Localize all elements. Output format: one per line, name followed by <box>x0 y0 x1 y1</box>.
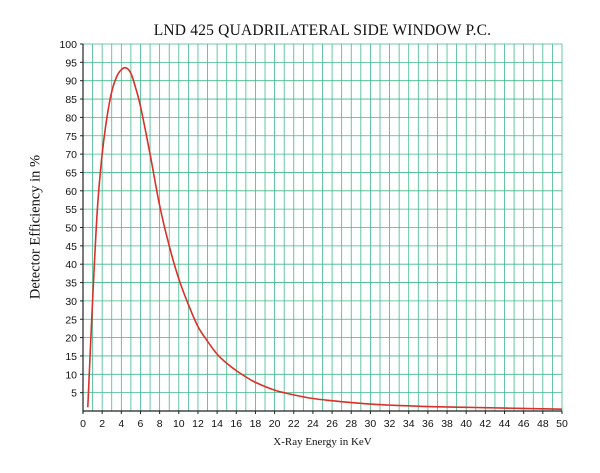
y-tick-label: 100 <box>59 39 77 51</box>
x-tick-label: 22 <box>288 418 300 430</box>
x-tick-label: 24 <box>307 418 319 430</box>
x-tick-label: 46 <box>518 418 530 430</box>
y-tick-label: 10 <box>65 369 77 381</box>
efficiency-curve <box>86 66 563 410</box>
y-tick-label: 50 <box>65 223 77 235</box>
x-tick-label: 38 <box>441 418 453 430</box>
y-tick-label: 45 <box>65 241 77 253</box>
x-tick-label: 6 <box>138 418 144 430</box>
y-tick-label: 90 <box>65 76 77 88</box>
y-tick-label: 85 <box>65 94 77 106</box>
x-tick-label: 10 <box>173 418 185 430</box>
x-tick-label: 44 <box>499 418 511 430</box>
x-tick-label: 4 <box>118 418 124 430</box>
grid-lines <box>82 43 563 411</box>
x-tick-label: 32 <box>384 418 396 430</box>
y-tick-label: 60 <box>65 186 77 198</box>
y-tick-label: 75 <box>65 131 77 143</box>
y-tick-label: 25 <box>65 314 77 326</box>
x-axis-label: X-Ray Energy in KeV <box>273 436 372 448</box>
x-tick-label: 0 <box>80 418 86 430</box>
series-group <box>86 66 563 410</box>
x-tick-label: 14 <box>211 418 223 430</box>
x-tick-label: 36 <box>422 418 434 430</box>
x-tick-label: 28 <box>345 418 357 430</box>
tick-labels: 5101520253035404550556065707580859095100… <box>59 39 568 430</box>
y-tick-label: 40 <box>65 259 77 271</box>
x-tick-label: 26 <box>326 418 338 430</box>
y-tick-label: 80 <box>65 112 77 124</box>
x-tick-label: 40 <box>460 418 472 430</box>
x-tick-label: 42 <box>480 418 492 430</box>
x-tick-label: 34 <box>403 418 415 430</box>
y-tick-label: 30 <box>65 296 77 308</box>
x-tick-label: 20 <box>269 418 281 430</box>
y-tick-label: 55 <box>65 204 77 216</box>
y-tick-label: 70 <box>65 149 77 161</box>
y-tick-label: 95 <box>65 57 77 69</box>
y-tick-label: 20 <box>65 333 77 345</box>
x-tick-label: 48 <box>537 418 549 430</box>
axes <box>82 44 562 413</box>
x-tick-label: 30 <box>365 418 377 430</box>
x-tick-label: 8 <box>157 418 163 430</box>
x-tick-label: 2 <box>99 418 105 430</box>
x-tick-label: 50 <box>556 418 568 430</box>
x-tick-label: 16 <box>230 418 242 430</box>
x-tick-label: 18 <box>250 418 262 430</box>
chart-title: LND 425 QUADRILATERAL SIDE WINDOW P.C. <box>153 22 492 39</box>
x-tick-label: 12 <box>192 418 204 430</box>
y-tick-label: 65 <box>65 167 77 179</box>
y-tick-label: 35 <box>65 278 77 290</box>
y-tick-label: 5 <box>71 388 77 400</box>
y-tick-label: 15 <box>65 351 77 363</box>
